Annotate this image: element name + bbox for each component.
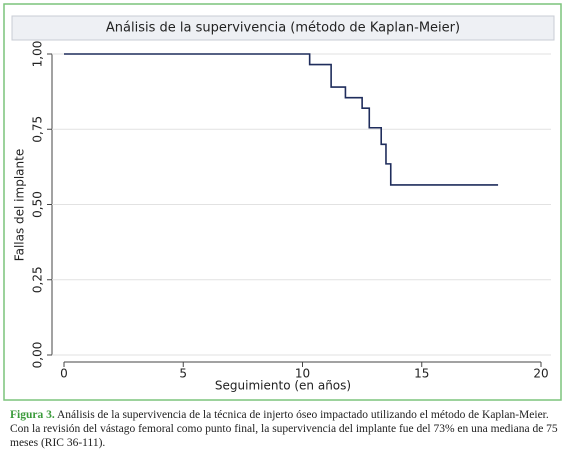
caption-label: Figura 3.: [10, 409, 55, 421]
caption: Figura 3. Análisis de la supervivencia d…: [10, 408, 558, 450]
x-tick-label: 15: [414, 367, 429, 381]
frame: [3, 3, 562, 401]
y-tick-label: 1,00: [31, 41, 45, 68]
title-band: [11, 15, 555, 41]
x-axis-label: Seguimiento (en años): [215, 379, 351, 393]
y-axis-label: Fallas del implante: [13, 149, 27, 261]
caption-text: Análisis de la supervivencia de la técni…: [10, 409, 558, 449]
chart: Análisis de la supervivencia (método de …: [3, 3, 562, 401]
y-tick-label: 0,25: [31, 266, 45, 293]
x-tick-label: 10: [295, 367, 310, 381]
y-tick-label: 0,75: [31, 116, 45, 143]
y-tick-label: 0,50: [31, 191, 45, 218]
x-tick-label: 5: [179, 367, 187, 381]
x-tick-label: 0: [60, 367, 68, 381]
survival-curve: [64, 53, 499, 186]
x-tick-label: 20: [533, 367, 548, 381]
chart-title: Análisis de la supervivencia (método de …: [106, 21, 460, 36]
y-tick-label: 0,00: [31, 342, 45, 369]
